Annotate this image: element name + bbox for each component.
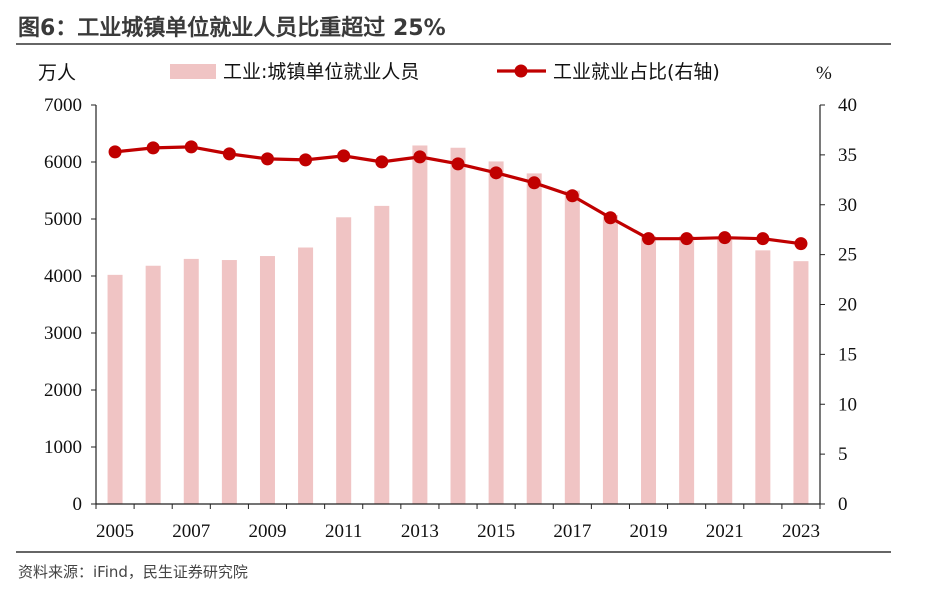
share-point-2020	[680, 232, 694, 246]
legend-bar-swatch	[170, 64, 216, 79]
share-point-2022	[756, 232, 770, 246]
bar-2005	[107, 274, 123, 504]
right-tick-label: 0	[838, 494, 848, 515]
legend: 工业:城镇单位就业人员 工业就业占比(右轴)	[170, 61, 720, 83]
left-tick-label: 5000	[44, 209, 82, 230]
bar-2012	[374, 205, 390, 504]
right-axis-unit: %	[816, 63, 832, 84]
share-point-2009	[260, 152, 274, 166]
left-tick-label: 6000	[44, 152, 82, 173]
left-axis-unit: 万人	[38, 62, 76, 84]
legend-line-marker	[514, 64, 528, 78]
share-point-2011	[337, 149, 351, 163]
bar-2009	[259, 256, 275, 504]
right-tick-label: 5	[838, 444, 848, 465]
bar-2014	[450, 147, 466, 504]
left-tick-label: 0	[73, 494, 83, 515]
share-point-2007	[184, 140, 198, 154]
bar-2013	[412, 145, 428, 504]
x-tick-label: 2007	[172, 521, 210, 542]
x-tick-label: 2017	[553, 521, 591, 542]
bar-2008	[221, 260, 237, 504]
line-layer	[108, 140, 808, 251]
left-tick-label: 1000	[44, 437, 82, 458]
share-point-2023	[794, 237, 808, 251]
share-point-2012	[375, 155, 389, 169]
share-point-2013	[413, 150, 427, 164]
left-tick-label: 2000	[44, 380, 82, 401]
right-tick-label: 35	[838, 145, 857, 166]
right-tick-label: 30	[838, 195, 857, 216]
share-point-2021	[718, 231, 732, 245]
x-tick-label: 2023	[782, 521, 820, 542]
share-point-2019	[642, 232, 656, 246]
source-note: 资料来源：iFind，民生证券研究院	[18, 563, 248, 581]
top-divider	[16, 43, 891, 45]
x-tick-label: 2005	[96, 521, 134, 542]
left-tick-label: 3000	[44, 323, 82, 344]
bar-2017	[564, 190, 580, 504]
share-point-2008	[222, 147, 236, 161]
share-point-2018	[603, 211, 617, 225]
bar-2007	[183, 258, 199, 504]
bar-2016	[526, 173, 542, 504]
bar-2006	[145, 265, 161, 504]
bar-2015	[488, 161, 504, 504]
share-point-2005	[108, 145, 122, 159]
x-tick-label: 2015	[477, 521, 515, 542]
x-tick-label: 2019	[630, 521, 668, 542]
bar-2020	[679, 236, 695, 504]
share-point-2015	[489, 166, 503, 180]
left-tick-label: 4000	[44, 266, 82, 287]
chart-title: 图6：工业城镇单位就业人员比重超过 25%	[18, 16, 446, 41]
share-point-2010	[299, 153, 313, 167]
bar-2010	[298, 247, 314, 504]
bar-2019	[641, 236, 657, 504]
right-tick-label: 15	[838, 344, 857, 365]
bar-2023	[793, 261, 809, 504]
legend-bar-label: 工业:城镇单位就业人员	[223, 61, 419, 83]
x-tick-label: 2021	[706, 521, 744, 542]
right-tick-label: 40	[838, 95, 857, 116]
right-tick-label: 25	[838, 245, 857, 266]
share-point-2006	[146, 141, 160, 155]
share-point-2017	[565, 189, 579, 203]
bars-layer	[107, 145, 809, 505]
share-point-2016	[527, 176, 541, 190]
bar-2022	[755, 250, 771, 504]
right-tick-label: 20	[838, 295, 857, 316]
left-tick-label: 7000	[44, 95, 82, 116]
bar-2021	[717, 237, 733, 505]
labels-layer: 0 1000 2000 3000 4000 5000 6000 7000 0 5 10 15 20 25 3…	[38, 62, 857, 542]
axes-layer	[91, 104, 825, 509]
bar-2018	[602, 215, 618, 504]
right-tick-label: 10	[838, 394, 857, 415]
share-point-2014	[451, 157, 465, 171]
x-tick-label: 2013	[401, 521, 439, 542]
x-tick-label: 2011	[325, 521, 362, 542]
bar-2011	[336, 217, 352, 505]
legend-line-label: 工业就业占比(右轴)	[553, 61, 720, 83]
x-tick-label: 2009	[248, 521, 286, 542]
bottom-divider	[16, 551, 891, 553]
